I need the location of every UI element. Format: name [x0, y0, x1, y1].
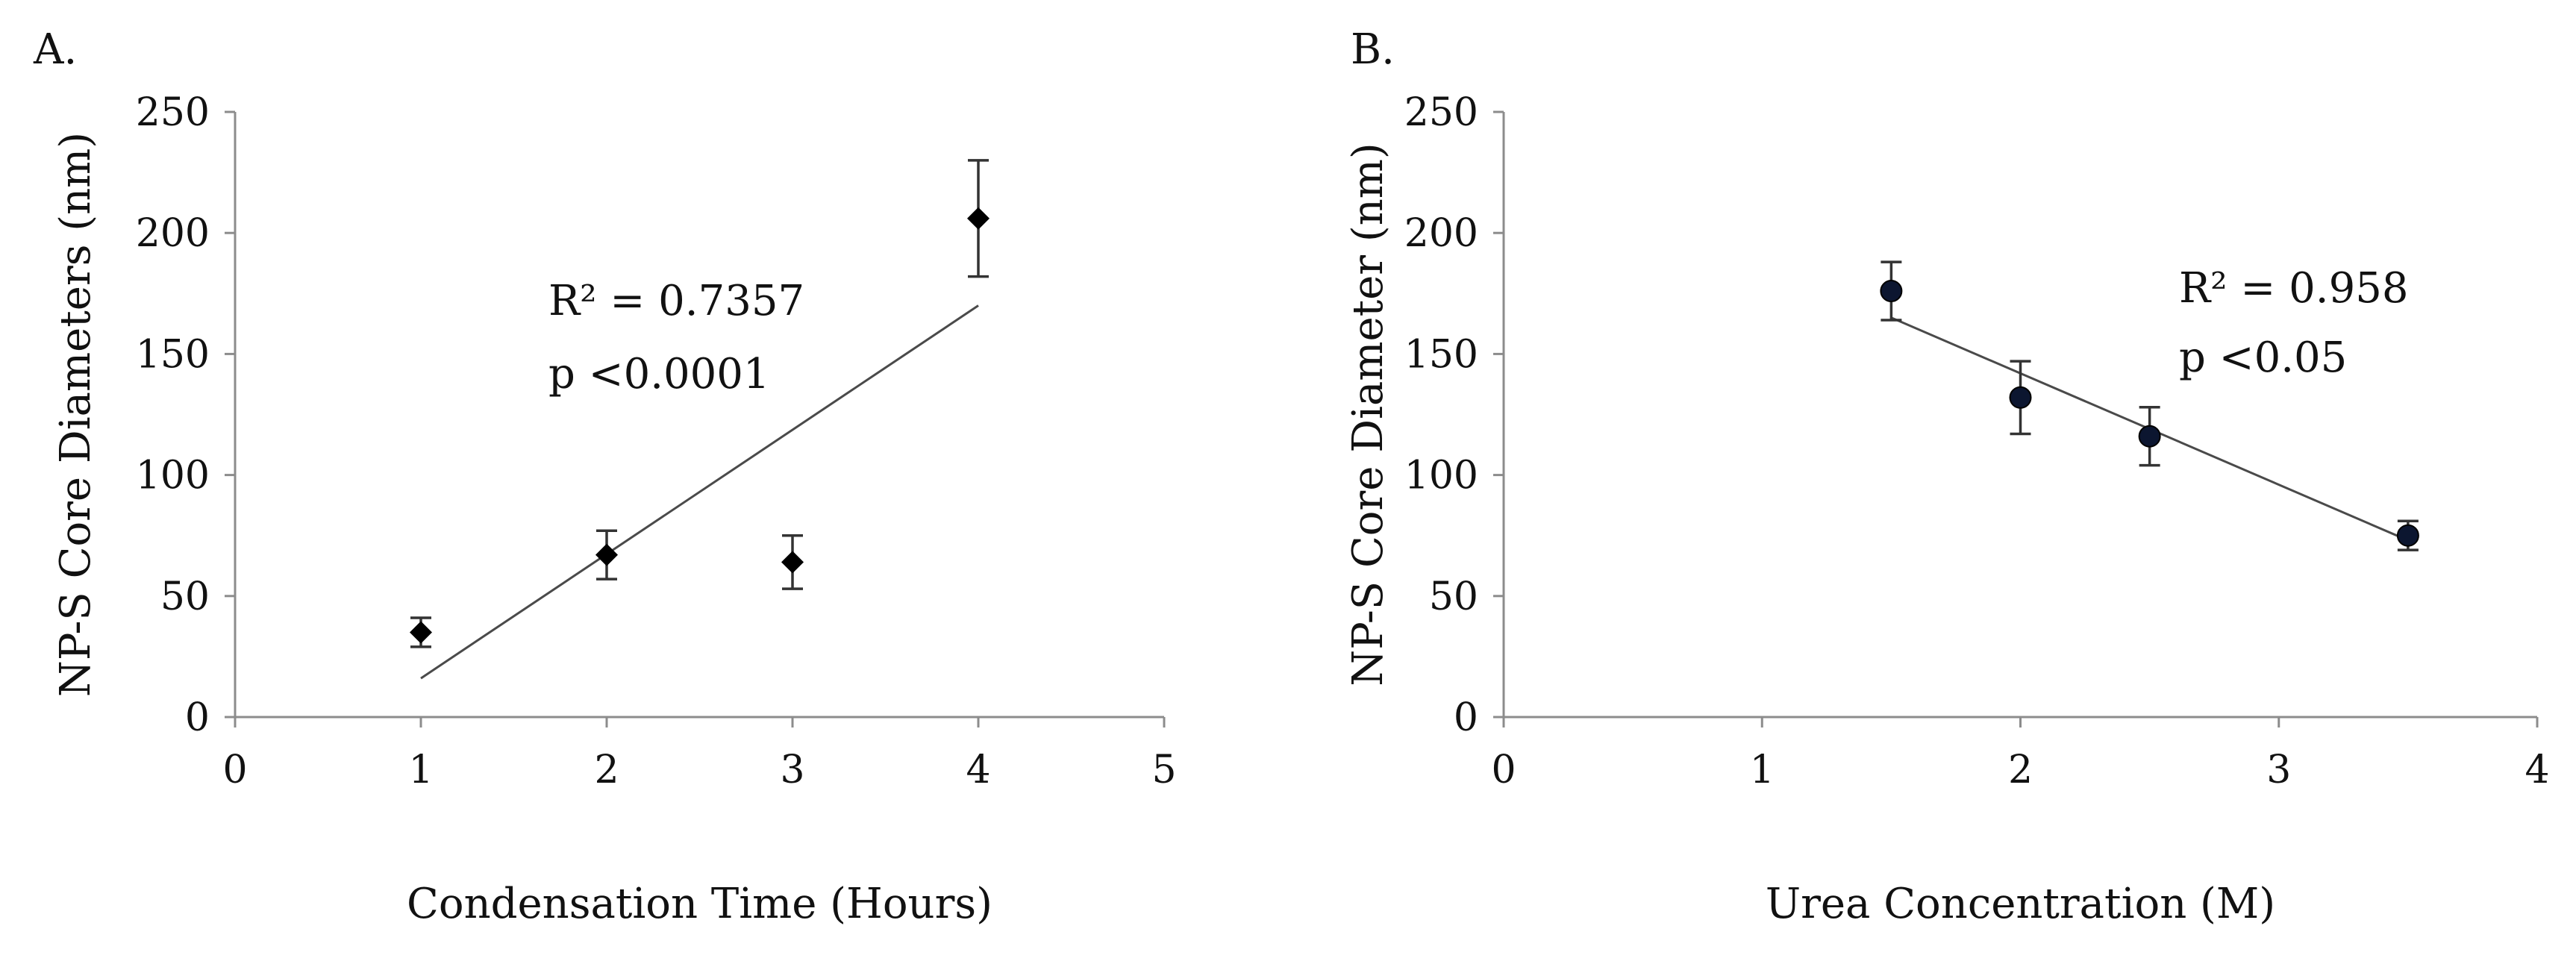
x-tick-label: 4	[966, 748, 990, 792]
y-tick-label: 0	[185, 695, 210, 740]
x-axis-title: Condensation Time (Hours)	[407, 880, 992, 928]
y-tick-label: 100	[136, 454, 210, 498]
y-axis-title: NP-S Core Diameters (nm)	[51, 132, 100, 697]
y-tick-label: 100	[1404, 454, 1478, 498]
data-point	[595, 543, 618, 566]
data-point	[1880, 280, 1903, 303]
r-squared-annotation: R² = 0.958	[2179, 264, 2408, 313]
chart-panel-a: 0 50 100 150 200 250 0 1 2 3 4 5 Condensation Time (…	[33, 25, 1177, 928]
y-tick-label: 250	[136, 90, 210, 135]
x-axis-title: Urea Concentration (M)	[1766, 880, 2275, 928]
panel-label: B.	[1351, 25, 1395, 74]
data-point	[781, 551, 804, 574]
x-tick-label: 0	[1491, 748, 1516, 792]
y-tick-label: 150	[136, 332, 210, 377]
x-tick-label: 3	[780, 748, 804, 792]
x-tick-label: 2	[2008, 748, 2033, 792]
x-tick-label: 5	[1151, 748, 1176, 792]
data-point	[967, 207, 990, 230]
data-point	[2138, 425, 2161, 448]
y-axis-title: NP-S Core Diameter (nm)	[1344, 143, 1392, 686]
x-tick-label: 3	[2266, 748, 2291, 792]
y-tick-label: 50	[1429, 575, 1478, 619]
panel-label: A.	[33, 25, 77, 74]
x-tick-label: 1	[408, 748, 433, 792]
r-squared-annotation: R² = 0.7357	[548, 277, 804, 325]
x-tick-label: 1	[1750, 748, 1775, 792]
trendline	[420, 304, 979, 680]
x-tick-label: 2	[594, 748, 619, 792]
x-tick-label: 4	[2525, 748, 2549, 792]
p-value-annotation: p <0.05	[2179, 334, 2347, 382]
data-point	[2396, 524, 2419, 547]
p-value-annotation: p <0.0001	[548, 350, 770, 398]
y-tick-label: 50	[160, 575, 210, 619]
y-tick-label: 200	[1404, 211, 1478, 256]
y-tick-label: 0	[1454, 695, 1478, 740]
y-tick-label: 200	[136, 211, 210, 256]
y-tick-label: 150	[1404, 332, 1478, 377]
data-point	[2009, 386, 2032, 409]
chart-panel-b: 0 50 100 150 200 250 0 1 2 3 4 Urea Concentration (…	[1344, 25, 2550, 928]
y-tick-label: 250	[1404, 90, 1478, 135]
data-point	[410, 621, 432, 644]
x-tick-label: 0	[222, 748, 247, 792]
